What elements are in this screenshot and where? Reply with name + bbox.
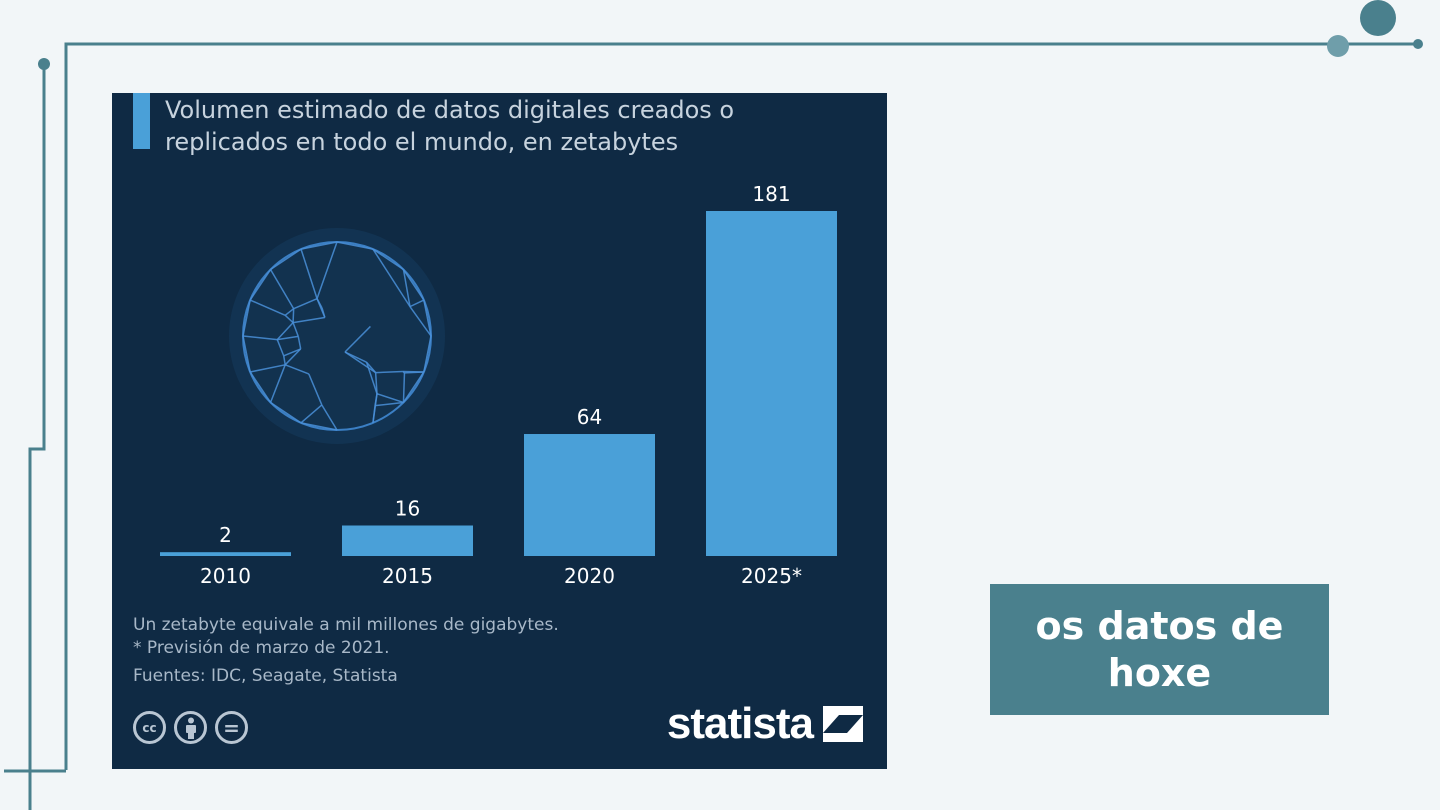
decor-circle-small	[1327, 35, 1349, 57]
value-label: 16	[395, 497, 420, 521]
statista-brand: statista	[667, 699, 863, 749]
value-label: 64	[577, 405, 602, 429]
value-label: 181	[752, 182, 790, 206]
decor-circle-large	[1360, 0, 1396, 36]
decor-dot-left	[38, 58, 50, 70]
statista-infographic: Volumen estimado de datos digitales crea…	[112, 93, 887, 769]
category-label: 2020	[564, 564, 615, 588]
bar-2020	[524, 434, 655, 556]
note-definition: Un zetabyte equivale a mil millones de g…	[133, 615, 559, 635]
title-accent-bar	[133, 93, 150, 149]
category-label: 2010	[200, 564, 251, 588]
chart-title: Volumen estimado de datos digitales crea…	[165, 96, 735, 156]
license-icons: cc =	[133, 711, 248, 744]
callout-box: os datos de hoxe	[990, 584, 1329, 715]
callout-text: os datos de hoxe	[1035, 603, 1284, 695]
statista-logo-icon	[823, 706, 863, 742]
decor-dot-right	[1413, 39, 1423, 49]
bar-2025	[706, 211, 837, 556]
category-label: 2025*	[741, 564, 802, 588]
note-forecast: * Previsión de marzo de 2021.	[133, 638, 390, 658]
bar-2015	[342, 525, 473, 556]
globe-network-icon	[229, 228, 445, 444]
note-sources: Fuentes: IDC, Seagate, Statista	[133, 666, 398, 686]
value-label: 2	[219, 523, 232, 547]
bar-chart: 2 2010 16 2015 64 2020 181 2025*	[160, 182, 837, 588]
category-label: 2015	[382, 564, 433, 588]
attribution-icon	[174, 711, 207, 744]
cc-icon: cc	[133, 711, 166, 744]
brand-name: statista	[666, 699, 814, 748]
bar-2010	[160, 552, 291, 556]
chart-notes: Un zetabyte equivale a mil millones de g…	[133, 614, 559, 688]
no-derivatives-icon: =	[215, 711, 248, 744]
